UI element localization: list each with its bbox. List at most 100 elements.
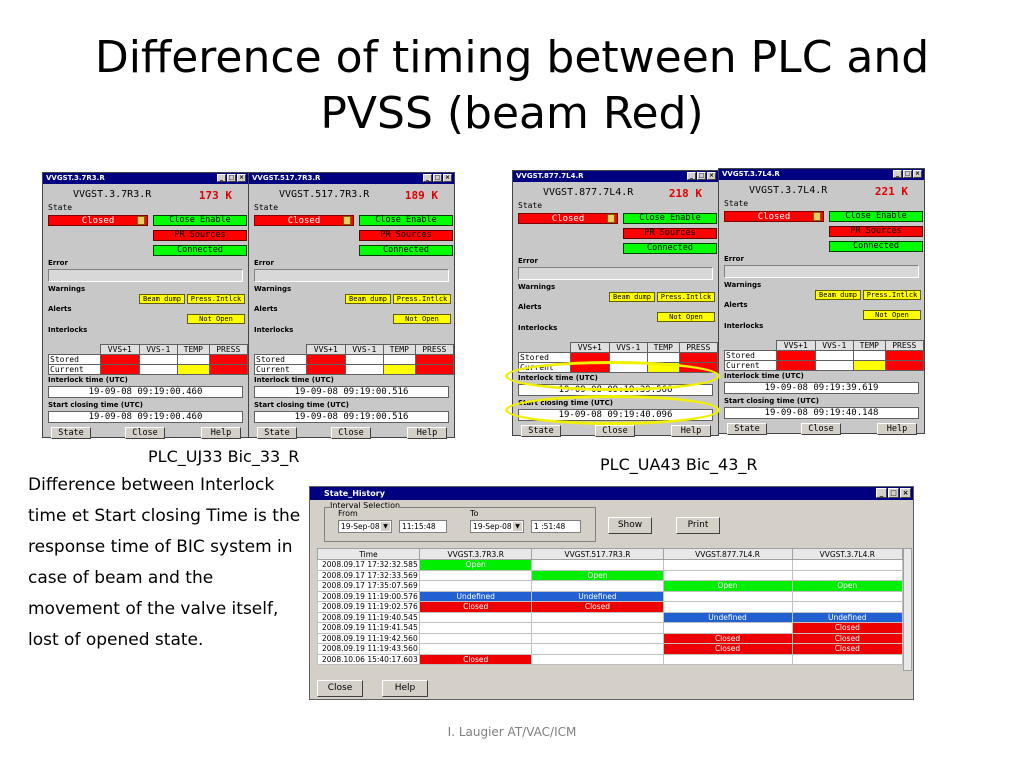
table-row[interactable]: 2008.09.19 11:19:43.560 Closed Closed bbox=[317, 643, 904, 655]
col-vvs1m: VVS-1 bbox=[608, 342, 648, 353]
maximize-icon[interactable]: □ bbox=[903, 170, 912, 178]
press-intlck-warning: Press.Intlck bbox=[187, 294, 245, 304]
state-value: Closed bbox=[724, 211, 824, 222]
history-scrollbar[interactable] bbox=[903, 548, 912, 671]
col-vvs1m: VVS-1 bbox=[814, 340, 854, 351]
close-icon[interactable]: × bbox=[237, 174, 246, 182]
start-closing-value: 19-09-08 09:19:40.148 bbox=[724, 407, 919, 419]
state-button[interactable]: State bbox=[51, 427, 91, 439]
maximize-icon[interactable]: □ bbox=[697, 172, 706, 180]
stored-label: Stored bbox=[253, 354, 308, 365]
window-title: VVGST.3.7R3.R bbox=[46, 174, 105, 182]
col-press: PRESS bbox=[884, 340, 925, 351]
print-button[interactable]: Print bbox=[676, 517, 720, 534]
help-button[interactable]: Help bbox=[877, 423, 917, 435]
history-close-button[interactable]: Close bbox=[317, 680, 363, 697]
help-button[interactable]: Help bbox=[671, 425, 711, 437]
press-intlck-warning: Press.Intlck bbox=[393, 294, 451, 304]
close-button[interactable]: Close bbox=[801, 423, 841, 435]
error-field bbox=[254, 269, 449, 282]
history-state-cell bbox=[791, 590, 904, 602]
table-row[interactable]: 2008.09.17 17:32:32.585 Open bbox=[317, 559, 904, 571]
history-column-header[interactable]: VVGST.3.7L4.R bbox=[791, 548, 904, 560]
error-label: Error bbox=[724, 255, 744, 263]
close-button[interactable]: Close bbox=[125, 427, 165, 439]
to-date-select[interactable]: 19-Sep-08 ▼ bbox=[470, 520, 524, 533]
connected-indicator: Connected bbox=[623, 243, 717, 254]
history-help-button[interactable]: Help bbox=[382, 680, 428, 697]
table-row[interactable]: 2008.09.19 11:19:02.576 Closed Closed bbox=[317, 601, 904, 613]
window-titlebar: VVGST.877.7L4.R _ □ × bbox=[513, 171, 718, 182]
minimize-icon[interactable]: _ bbox=[876, 488, 887, 498]
history-titlebar: State_History _ □ × bbox=[310, 487, 913, 500]
minimize-icon[interactable]: _ bbox=[893, 170, 902, 178]
history-column-header[interactable]: VVGST.877.7L4.R bbox=[662, 548, 793, 560]
interlock-time-value: 19-09-08 09:19:39.619 bbox=[724, 382, 919, 394]
from-time-input[interactable]: 11:15:48 bbox=[399, 520, 447, 533]
interlocks-grid: VVS+1 VVS-1 TEMP PRESS Stored Current bbox=[253, 344, 455, 375]
press-intlck-warning: Press.Intlck bbox=[863, 290, 921, 300]
history-state-cell: Closed bbox=[531, 601, 664, 613]
help-button[interactable]: Help bbox=[201, 427, 241, 439]
window-title: VVGST.517.7R3.R bbox=[252, 174, 321, 182]
interlocks-label: Interlocks bbox=[518, 324, 558, 332]
history-state-cell: Undefined bbox=[418, 590, 533, 602]
error-label: Error bbox=[518, 257, 538, 265]
not-open-alert: Not Open bbox=[657, 312, 715, 322]
chevron-down-icon: ▼ bbox=[513, 522, 522, 531]
minimize-icon[interactable]: _ bbox=[423, 174, 432, 182]
history-state-cell: Undefined bbox=[791, 611, 904, 623]
beam-dump-warning: Beam dump bbox=[139, 294, 185, 304]
col-temp: TEMP bbox=[176, 344, 210, 355]
maximize-icon[interactable]: □ bbox=[227, 174, 236, 182]
maximize-icon[interactable]: □ bbox=[433, 174, 442, 182]
beam-dump-warning: Beam dump bbox=[345, 294, 391, 304]
stored-label: Stored bbox=[47, 354, 102, 365]
window-titlebar: VVGST.3.7R3.R _ □ × bbox=[43, 173, 248, 184]
col-vvs1p: VVS+1 bbox=[100, 344, 140, 355]
minimize-icon[interactable]: _ bbox=[687, 172, 696, 180]
table-row[interactable]: 2008.09.17 17:32:33.569 Open bbox=[317, 569, 904, 581]
history-state-cell bbox=[531, 632, 664, 644]
table-row[interactable]: 2008.09.17 17:35:07.569 Open Open bbox=[317, 580, 904, 592]
history-column-header[interactable]: VVGST.517.7R3.R bbox=[531, 548, 664, 560]
history-state-cell bbox=[418, 580, 533, 592]
interlock-time-label: Interlock time (UTC) bbox=[48, 376, 128, 384]
window-titlebar: VVGST.517.7R3.R _ □ × bbox=[249, 173, 454, 184]
maximize-icon[interactable]: □ bbox=[888, 488, 899, 498]
show-button[interactable]: Show bbox=[608, 517, 652, 534]
to-time-input[interactable]: 1 :51:48 bbox=[531, 520, 581, 533]
gauge-name: VVGST.3.7R3.R bbox=[73, 189, 152, 200]
close-icon[interactable]: × bbox=[900, 488, 911, 498]
not-open-alert: Not Open bbox=[863, 310, 921, 320]
history-state-cell bbox=[662, 601, 793, 613]
state-button[interactable]: State bbox=[257, 427, 297, 439]
from-date-select[interactable]: 19-Sep-08 ▼ bbox=[338, 520, 392, 533]
current-label: Current bbox=[723, 360, 778, 371]
history-state-cell bbox=[791, 569, 904, 581]
interval-selection-group bbox=[324, 507, 596, 542]
minimize-icon[interactable]: _ bbox=[217, 174, 226, 182]
col-vvs1m: VVS-1 bbox=[138, 344, 178, 355]
history-state-cell: Closed bbox=[791, 622, 904, 634]
close-button[interactable]: Close bbox=[331, 427, 371, 439]
table-row[interactable]: 2008.09.19 11:19:00.576 Undefined Undefine… bbox=[317, 590, 904, 602]
to-label: To bbox=[470, 509, 479, 518]
help-button[interactable]: Help bbox=[407, 427, 447, 439]
close-icon[interactable]: × bbox=[443, 174, 452, 182]
close-icon[interactable]: × bbox=[913, 170, 922, 178]
pressure-value: 173 K bbox=[198, 189, 232, 202]
col-temp: TEMP bbox=[382, 344, 416, 355]
close-button[interactable]: Close bbox=[595, 425, 635, 437]
gauge-window-2: VVGST.517.7R3.R _ □ × VVGST.517.7R3.R 189 … bbox=[248, 172, 455, 439]
table-row[interactable]: 2008.09.19 11:19:41.545 Closed bbox=[317, 622, 904, 634]
table-row[interactable]: 2008.09.19 11:19:40.545 Undefined Undefine… bbox=[317, 611, 904, 623]
current-label: Current bbox=[47, 364, 102, 375]
state-button[interactable]: State bbox=[521, 425, 561, 437]
close-icon[interactable]: × bbox=[707, 172, 716, 180]
table-row[interactable]: 2008.10.06 15:40:17.603 Closed bbox=[317, 653, 904, 665]
history-column-header[interactable]: VVGST.3.7R3.R bbox=[418, 548, 533, 560]
history-column-header[interactable]: Time bbox=[317, 548, 420, 560]
table-row[interactable]: 2008.09.19 11:19:42.560 Closed Closed bbox=[317, 632, 904, 644]
state-button[interactable]: State bbox=[727, 423, 767, 435]
